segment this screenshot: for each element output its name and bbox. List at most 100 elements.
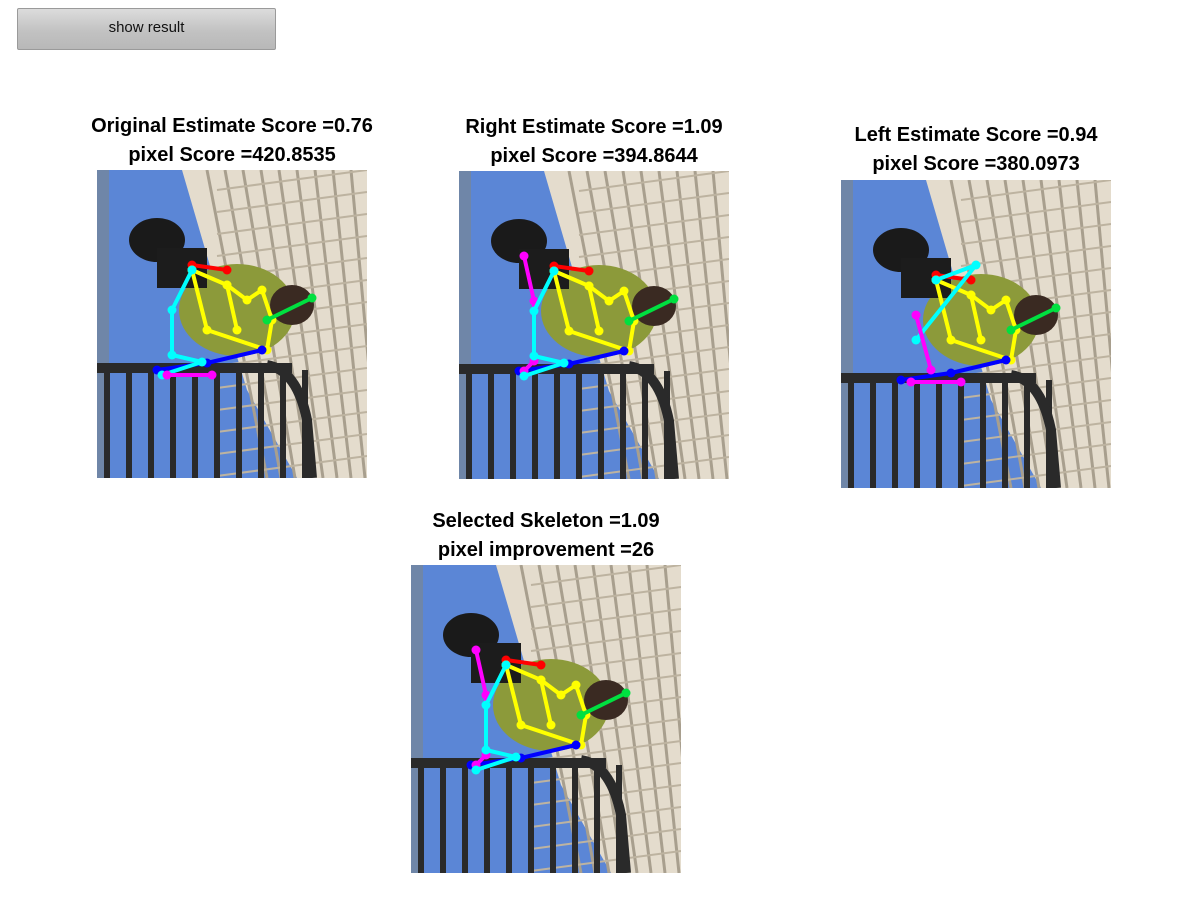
- score-label: Selected Skeleton =1.09: [432, 510, 660, 532]
- building-floor: [960, 355, 1111, 377]
- building-floor: [578, 214, 729, 236]
- building-floor: [216, 191, 367, 213]
- skeleton-joint: [571, 740, 581, 750]
- panel-title: Selected Skeleton =1.09 pixel improvemen…: [336, 507, 756, 565]
- skeleton-joint: [1006, 325, 1016, 335]
- skeleton-limb: [225, 284, 239, 331]
- skeleton-joint: [257, 345, 267, 355]
- building-column: [331, 170, 367, 478]
- skeleton-joint: [931, 275, 941, 285]
- skeleton-limb: [539, 679, 553, 726]
- skeleton-joint: [471, 765, 481, 775]
- panel-title: Left Estimate Score =0.94 pixel Score =3…: [766, 121, 1186, 179]
- skeleton-joint: [167, 350, 177, 360]
- railing-curve: [579, 755, 631, 873]
- railing-top: [841, 373, 1036, 383]
- skeleton-limb: [580, 691, 627, 717]
- skeleton-joint: [584, 266, 594, 276]
- building-floor: [578, 346, 729, 368]
- skeleton-joint: [564, 326, 574, 336]
- pose-image-right: [459, 171, 729, 479]
- head: [584, 680, 628, 720]
- building-floor: [530, 630, 681, 652]
- skeleton-joint: [222, 280, 232, 290]
- skeleton-joint: [986, 305, 996, 315]
- skeleton-joint: [619, 346, 629, 356]
- skeleton-joint: [481, 745, 491, 755]
- skeleton-joint: [966, 290, 976, 300]
- skeleton-limb: [1010, 306, 1057, 332]
- building-floor: [216, 235, 367, 257]
- pose-image-original: [97, 170, 367, 478]
- building-column: [693, 171, 729, 479]
- skeleton-joint: [1051, 303, 1061, 313]
- skeleton-joint: [549, 266, 559, 276]
- skeleton-joint: [911, 335, 921, 345]
- skeleton-joint: [946, 368, 956, 378]
- skeleton-limb: [914, 314, 933, 371]
- railing-top: [97, 363, 292, 373]
- building-floor: [960, 201, 1111, 223]
- skeleton-limb: [191, 263, 228, 272]
- score-label: Original Estimate Score =0.76: [91, 115, 373, 137]
- skeleton-joint: [162, 370, 172, 380]
- skeleton-limb: [553, 264, 590, 273]
- building-column: [313, 170, 353, 478]
- skeleton-joint: [1001, 295, 1011, 305]
- skeleton-limb: [587, 285, 601, 332]
- skeleton-joint: [262, 315, 272, 325]
- head: [1014, 295, 1058, 335]
- skeleton-limb: [266, 296, 313, 322]
- building-floor: [578, 236, 729, 258]
- skeleton-joint: [481, 700, 491, 710]
- building-column: [295, 170, 339, 478]
- building-floor: [960, 245, 1111, 267]
- panel-title: Original Estimate Score =0.76 pixel Scor…: [22, 112, 442, 170]
- skeleton-joint: [906, 377, 916, 387]
- show-result-button[interactable]: show result: [17, 8, 276, 50]
- pose-image-selected: [411, 565, 681, 873]
- building-column: [591, 565, 639, 873]
- skeleton-joint: [536, 660, 546, 670]
- building-column: [1039, 180, 1083, 488]
- building-column: [1075, 180, 1111, 488]
- skeleton-joint: [946, 335, 956, 345]
- building-column: [277, 170, 325, 478]
- score-label: Left Estimate Score =0.94: [854, 124, 1098, 146]
- skeleton-joint: [911, 310, 921, 320]
- skeleton-joint: [257, 285, 267, 295]
- skeleton-joint: [232, 325, 242, 335]
- skeleton-joint: [966, 275, 976, 285]
- building-column: [1057, 180, 1097, 488]
- skeleton-joint: [167, 305, 177, 315]
- skeleton-joint: [594, 326, 604, 336]
- skeleton-joint: [222, 265, 232, 275]
- skeleton-joint: [536, 675, 546, 685]
- skeleton-limb: [628, 297, 675, 323]
- building-floor: [216, 345, 367, 367]
- pants: [157, 248, 207, 288]
- building-floor: [578, 171, 729, 192]
- building-floor: [530, 740, 681, 762]
- railing-top: [411, 758, 606, 768]
- skeleton-joint: [669, 294, 679, 304]
- pixel-score-label: pixel improvement =26: [437, 539, 655, 561]
- skeleton-joint: [516, 720, 526, 730]
- building-column: [627, 565, 667, 873]
- skeleton-joint: [242, 295, 252, 305]
- building-floor: [216, 170, 367, 191]
- skeleton-joint: [197, 357, 207, 367]
- skeleton-joint: [1001, 355, 1011, 365]
- skeleton-joint: [519, 371, 529, 381]
- skeleton-joint: [559, 358, 569, 368]
- building-floor: [960, 223, 1111, 245]
- skeleton-joint: [926, 365, 936, 375]
- skeleton-joint: [576, 710, 586, 720]
- skeleton-joint: [971, 260, 981, 270]
- skeleton-joint: [896, 375, 906, 385]
- skeleton-joint: [584, 281, 594, 291]
- skeleton-joint: [624, 316, 634, 326]
- building-floor: [960, 180, 1111, 201]
- building-column: [1021, 180, 1069, 488]
- pixel-score-label: pixel Score =380.0973: [872, 153, 1080, 175]
